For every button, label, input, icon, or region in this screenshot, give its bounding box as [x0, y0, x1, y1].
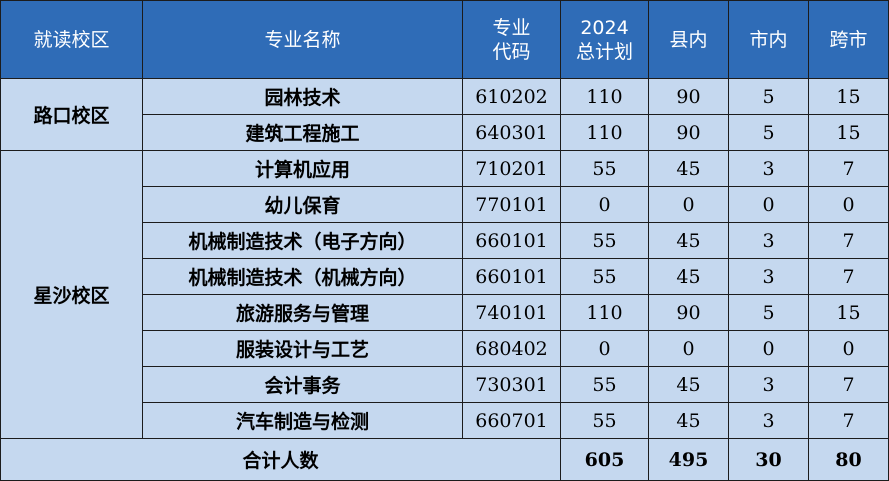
- major-cell: 服装设计与工艺: [142, 330, 463, 367]
- total-cell: 110: [560, 294, 649, 331]
- cross-city-cell: 15: [808, 78, 889, 115]
- table-row: 建筑工程施工 640301 110 90 5 15: [1, 114, 889, 151]
- table-row: 机械制造技术（电子方向） 660101 55 45 3 7: [1, 222, 889, 259]
- county-cell: 90: [648, 78, 729, 115]
- table-row: 服装设计与工艺 680402 0 0 0 0: [1, 330, 889, 367]
- table-row: 幼儿保育 770101 0 0 0 0: [1, 186, 889, 223]
- header-plan: 2024 总计划: [560, 0, 649, 79]
- header-code-line1: 专业: [492, 16, 531, 39]
- code-cell: 640301: [462, 114, 561, 151]
- table-row: 机械制造技术（机械方向） 660101 55 45 3 7: [1, 258, 889, 295]
- total-county-cell: 495: [648, 438, 729, 481]
- code-cell: 730301: [462, 366, 561, 403]
- code-cell: 660101: [462, 258, 561, 295]
- county-cell: 0: [648, 330, 729, 367]
- total-cell: 0: [560, 330, 649, 367]
- cross-city-cell: 0: [808, 330, 889, 367]
- total-cell: 55: [560, 150, 649, 187]
- total-cell: 110: [560, 114, 649, 151]
- code-cell: 610202: [462, 78, 561, 115]
- header-campus: 就读校区: [0, 0, 143, 79]
- code-cell: 660701: [462, 402, 561, 439]
- header-code: 专业 代码: [462, 0, 561, 79]
- header-city: 市内: [728, 0, 809, 79]
- campus-cell: 星沙校区: [0, 150, 143, 439]
- header-county: 县内: [648, 0, 729, 79]
- total-cell: 0: [560, 186, 649, 223]
- total-label: 合计人数: [0, 438, 561, 481]
- table-row: 路口校区 园林技术 610202 110 90 5 15: [0, 78, 889, 151]
- county-cell: 90: [648, 294, 729, 331]
- major-cell: 汽车制造与检测: [142, 402, 463, 439]
- county-cell: 45: [648, 366, 729, 403]
- header-code-line2: 代码: [492, 40, 531, 63]
- major-cell: 园林技术: [142, 78, 463, 115]
- total-cell: 55: [560, 402, 649, 439]
- major-cell: 机械制造技术（电子方向）: [142, 222, 463, 259]
- header-plan-line2: 总计划: [575, 40, 633, 63]
- major-cell: 会计事务: [142, 366, 463, 403]
- city-cell: 3: [728, 150, 809, 187]
- header-cross-city: 跨市: [808, 0, 889, 79]
- total-cell: 55: [560, 258, 649, 295]
- city-cell: 3: [728, 222, 809, 259]
- city-cell: 3: [728, 258, 809, 295]
- cross-city-cell: 7: [808, 150, 889, 187]
- county-cell: 45: [648, 150, 729, 187]
- major-cell: 幼儿保育: [142, 186, 463, 223]
- code-cell: 660101: [462, 222, 561, 259]
- county-cell: 90: [648, 114, 729, 151]
- major-cell: 机械制造技术（机械方向）: [142, 258, 463, 295]
- cross-city-cell: 7: [808, 366, 889, 403]
- code-cell: 740101: [462, 294, 561, 331]
- cross-city-cell: 0: [808, 186, 889, 223]
- cross-city-cell: 15: [808, 294, 889, 331]
- city-cell: 3: [728, 402, 809, 439]
- major-cell: 建筑工程施工: [142, 114, 463, 151]
- total-row: 合计人数 605 495 30 80: [0, 438, 889, 481]
- cross-city-cell: 7: [808, 402, 889, 439]
- total-cell: 55: [560, 366, 649, 403]
- total-city-cell: 30: [728, 438, 809, 481]
- county-cell: 0: [648, 186, 729, 223]
- total-cell: 110: [560, 78, 649, 115]
- city-cell: 5: [728, 78, 809, 115]
- code-cell: 770101: [462, 186, 561, 223]
- cross-city-cell: 7: [808, 222, 889, 259]
- header-plan-line1: 2024: [580, 16, 629, 39]
- county-cell: 45: [648, 258, 729, 295]
- table-row: 旅游服务与管理 740101 110 90 5 15: [1, 294, 889, 331]
- total-cell: 55: [560, 222, 649, 259]
- table-row: 星沙校区 计算机应用 710201 55 45 3 7: [0, 150, 889, 439]
- header-row: 就读校区 专业名称 专业 代码 2024 总计划 县内 市内 跨市: [0, 0, 889, 79]
- code-cell: 710201: [462, 150, 561, 187]
- city-cell: 0: [728, 186, 809, 223]
- total-cross-city-cell: 80: [808, 438, 889, 481]
- county-cell: 45: [648, 222, 729, 259]
- total-plan-cell: 605: [560, 438, 649, 481]
- city-cell: 5: [728, 294, 809, 331]
- county-cell: 45: [648, 402, 729, 439]
- campus-cell: 路口校区: [0, 78, 143, 151]
- cross-city-cell: 7: [808, 258, 889, 295]
- major-cell: 计算机应用: [142, 150, 463, 187]
- cross-city-cell: 15: [808, 114, 889, 151]
- major-cell: 旅游服务与管理: [142, 294, 463, 331]
- city-cell: 0: [728, 330, 809, 367]
- city-cell: 3: [728, 366, 809, 403]
- header-major: 专业名称: [142, 0, 463, 79]
- table-row: 会计事务 730301 55 45 3 7: [1, 366, 889, 403]
- code-cell: 680402: [462, 330, 561, 367]
- city-cell: 5: [728, 114, 809, 151]
